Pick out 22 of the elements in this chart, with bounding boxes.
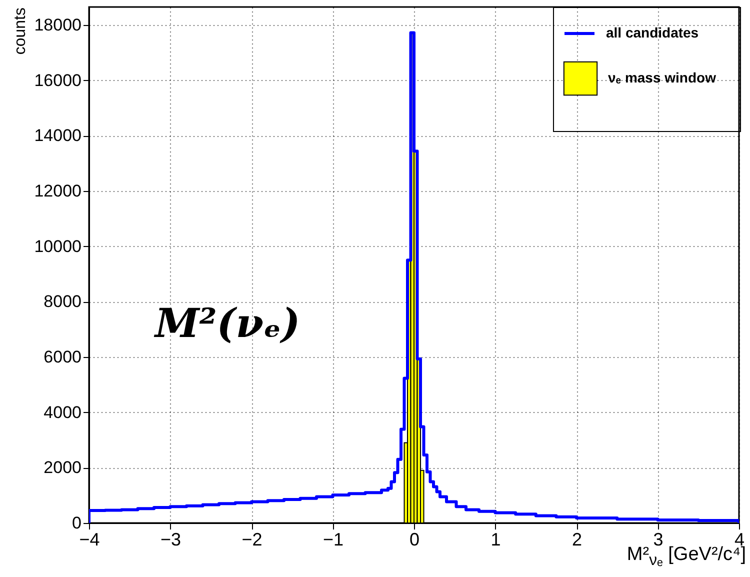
legend-label: νₑ mass window: [608, 70, 716, 86]
x-tick-label: −2: [242, 530, 262, 550]
y-tick-label: 8000: [44, 292, 82, 312]
x-tick-label: 3: [653, 530, 664, 550]
y-tick-label: 0: [72, 514, 82, 532]
x-tick-label: −4: [79, 530, 100, 550]
x-tick-label: 1: [490, 530, 501, 550]
y-tick-label: 16000: [34, 70, 82, 90]
annotation: M²(νₑ): [155, 300, 300, 347]
y-tick-label: 14000: [34, 126, 82, 146]
x-tick-label: −1: [322, 530, 344, 550]
y-tick-label: 6000: [44, 347, 82, 366]
y-tick-label: 10000: [34, 236, 82, 256]
x-tick-label: 0: [409, 530, 420, 550]
y-tick-label: 4000: [44, 402, 82, 422]
y-tick-label: 18000: [34, 15, 82, 34]
x-tick-label: −3: [160, 530, 182, 550]
y-axis-title: counts: [12, 8, 30, 55]
y-tick-label: 12000: [34, 181, 82, 200]
y-tick-label: 2000: [44, 458, 82, 478]
x-tick-label: 2: [572, 530, 582, 550]
legend-label: all candidates: [606, 24, 699, 40]
